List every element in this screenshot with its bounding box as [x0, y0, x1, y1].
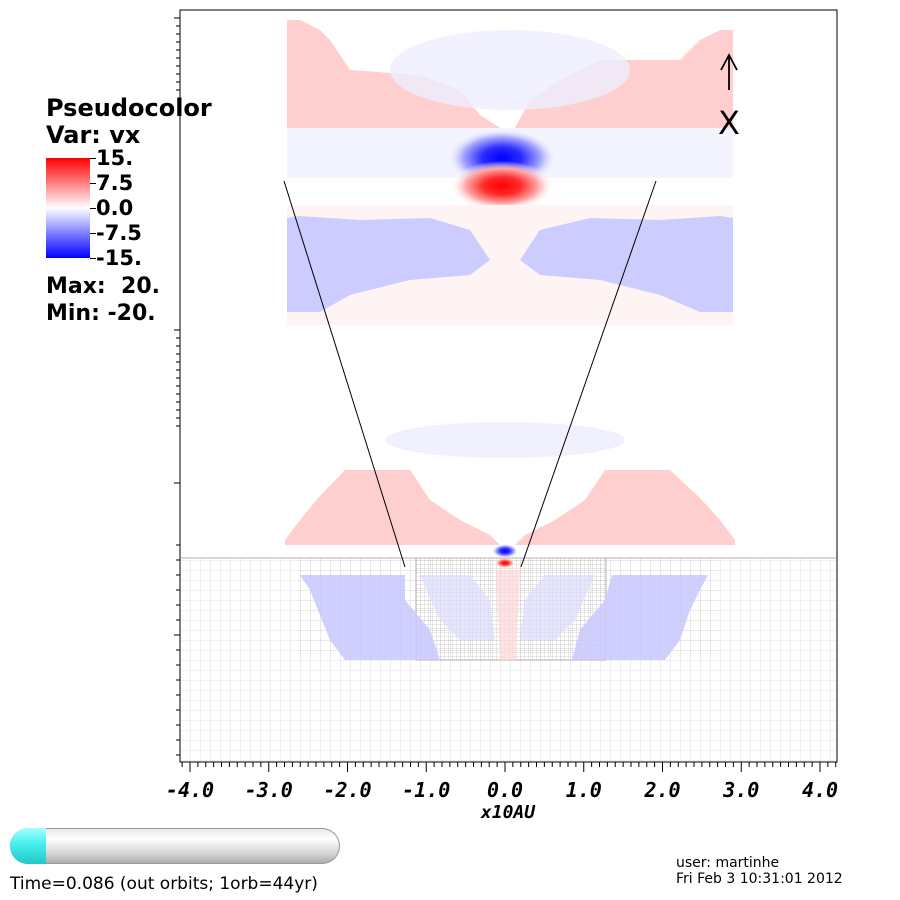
x-tick-label: 1.0 — [565, 778, 602, 802]
zoom-connector-lines — [283, 180, 657, 568]
axis-letter: X — [718, 104, 740, 142]
time-label: Time=0.086 (out orbits; 1orb=44yr) — [10, 874, 318, 894]
legend-tick-mark — [90, 208, 96, 209]
field-lower — [300, 570, 708, 660]
x-tick-label: 2.0 — [644, 778, 681, 802]
time-slider[interactable] — [10, 828, 340, 864]
legend-var: Var: vx — [46, 121, 141, 149]
legend-tick-label: 0.0 — [96, 196, 134, 220]
x-axis-label: x10AU — [480, 802, 536, 823]
legend-tick-mark — [90, 258, 96, 259]
legend-tick-label: 7.5 — [96, 171, 134, 195]
legend-tick-label: 15. — [96, 146, 134, 170]
x-tick-label: 0.0 — [486, 778, 524, 802]
x-tick-label: -3.0 — [244, 778, 293, 802]
legend-tick-label: -15. — [96, 246, 142, 270]
timestamp: Fri Feb 3 10:31:01 2012 — [676, 871, 843, 887]
legend-tick-label: -7.5 — [96, 221, 142, 245]
legend-tick-mark — [90, 158, 96, 159]
colorbar — [46, 158, 90, 258]
legend-max: Max: 20. — [46, 274, 161, 299]
legend-tick-mark — [90, 183, 96, 184]
y-axis-ticks — [174, 17, 180, 756]
legend-title: Pseudocolor — [46, 94, 212, 122]
time-slider-fill — [10, 828, 47, 864]
field-middle — [285, 422, 735, 568]
x-tick-label: 3.0 — [723, 778, 760, 802]
legend-min: Min: -20. — [46, 301, 156, 326]
x-tick-label: -1.0 — [402, 778, 451, 802]
x-tick-label: -2.0 — [323, 778, 372, 802]
arrow-icon — [720, 53, 738, 90]
x-axis-ticks — [181, 762, 837, 772]
user-name: user: martinhe — [676, 855, 780, 871]
user-info: user: martinhe Fri Feb 3 10:31:01 2012 — [676, 855, 843, 887]
x-tick-label: 4.0 — [801, 778, 839, 802]
legend-tick-mark — [90, 233, 96, 234]
x-tick-label: -4.0 — [165, 778, 215, 802]
